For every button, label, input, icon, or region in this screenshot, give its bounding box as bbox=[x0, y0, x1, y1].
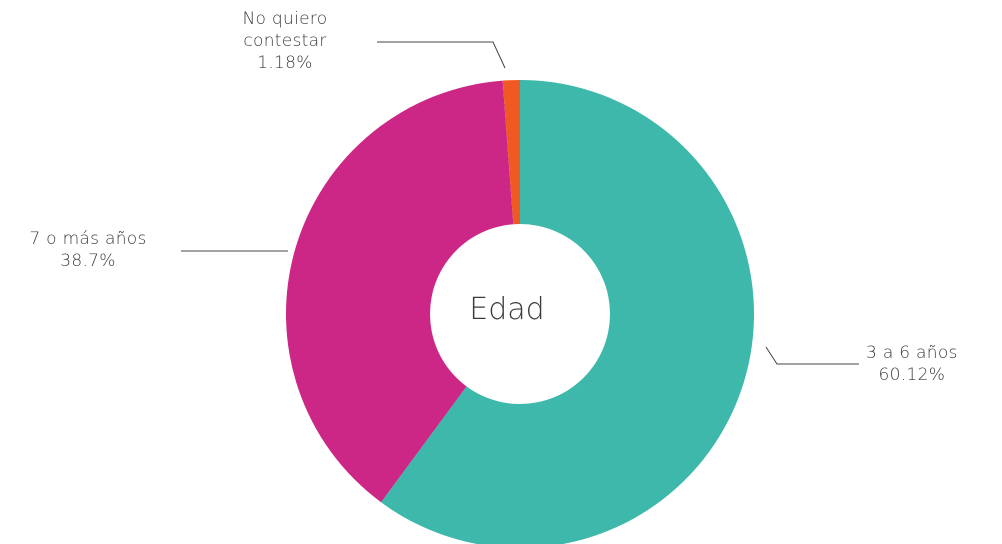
slice-label-7-o-mas: 7 o más años 38.7% bbox=[8, 228, 168, 272]
slice-label-no-quiero: No quiero contestar 1.18% bbox=[215, 8, 355, 74]
slice-name: 7 o más años bbox=[29, 229, 147, 249]
slice-percent: 1.18% bbox=[257, 53, 313, 73]
leader-line-no-quiero bbox=[377, 41, 506, 69]
slice-name-line-2: contestar bbox=[243, 31, 327, 51]
leader-line-3-a-6 bbox=[765, 346, 859, 365]
slice-7-o-mas-anos bbox=[286, 80, 520, 503]
donut-hole bbox=[430, 224, 610, 404]
slice-name-line-1: No quiero bbox=[242, 9, 328, 29]
slice-percent: 60.12% bbox=[878, 365, 946, 385]
slice-label-3-a-6: 3 a 6 años 60.12% bbox=[866, 342, 958, 386]
center-label: Edad bbox=[469, 292, 545, 327]
leader-lines bbox=[181, 41, 859, 365]
slice-percent: 38.7% bbox=[60, 251, 116, 271]
slice-name: 3 a 6 años bbox=[866, 343, 958, 363]
